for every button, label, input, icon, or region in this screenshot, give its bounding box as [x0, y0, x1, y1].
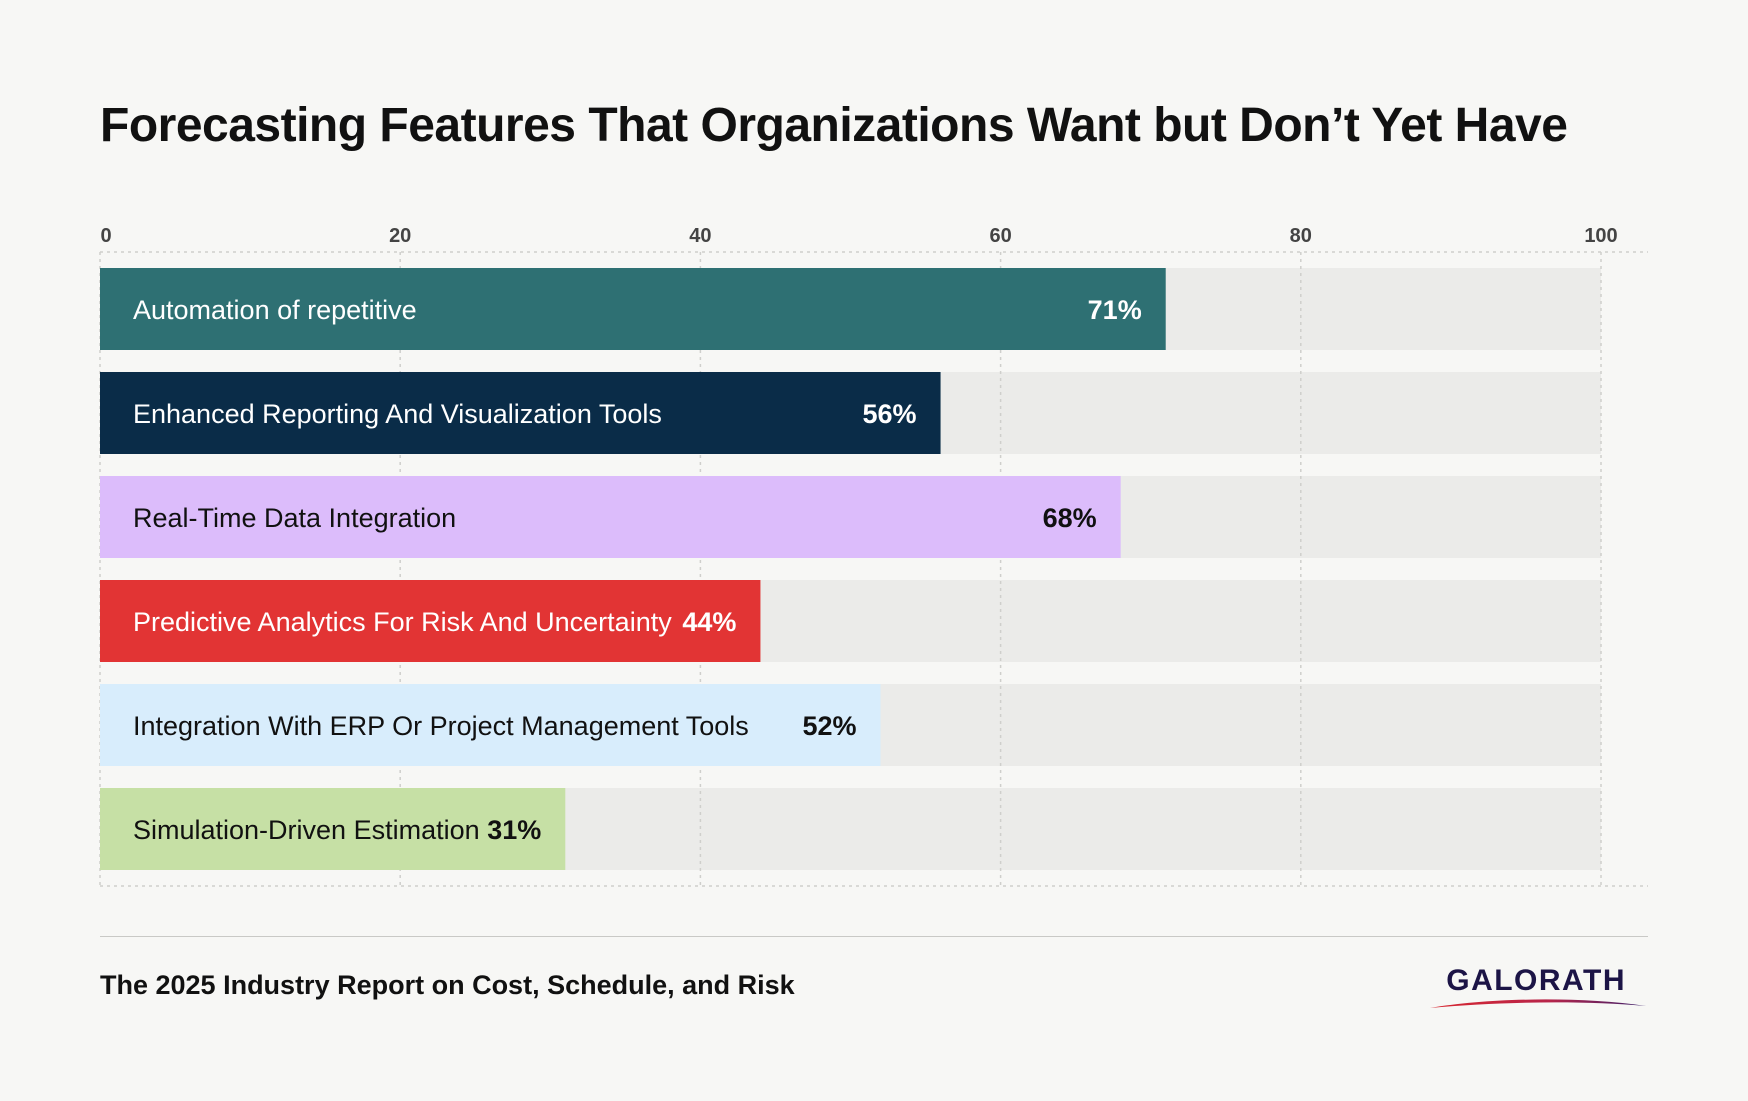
- x-tick-label: 80: [1290, 225, 1312, 247]
- bar-label: Simulation-Driven Estimation: [133, 815, 480, 845]
- x-tick-label: 100: [1584, 225, 1617, 247]
- bar-label: Predictive Analytics For Risk And Uncert…: [133, 607, 672, 637]
- bar: [100, 476, 1121, 558]
- footer-divider: [100, 936, 1648, 937]
- bar: [100, 372, 941, 454]
- bar-value-label: 31%: [487, 815, 541, 845]
- source-note: The 2025 Industry Report on Cost, Schedu…: [100, 970, 795, 1000]
- chart-title: Forecasting Features That Organizations …: [100, 99, 1568, 152]
- bar-label: Integration With ERP Or Project Manageme…: [133, 711, 749, 741]
- x-tick-label: 40: [689, 225, 711, 247]
- bar-chart: 0 20 40 60 80 100 Automation of repetitive 71% E…: [99, 225, 1648, 887]
- bar: [100, 580, 761, 662]
- bar-value-label: 52%: [802, 711, 856, 741]
- bar-label: Real-Time Data Integration: [133, 503, 456, 533]
- x-tick-label: 20: [389, 225, 411, 247]
- bar-value-label: 71%: [1088, 295, 1142, 325]
- galorath-logo: GALORATH: [1428, 964, 1648, 1010]
- bar: [100, 268, 1166, 350]
- bar-label: Automation of repetitive: [133, 295, 417, 325]
- x-tick-label: 60: [989, 225, 1011, 247]
- bar: [100, 684, 881, 766]
- bar-value-label: 68%: [1043, 503, 1097, 533]
- x-tick-label: 0: [100, 225, 111, 247]
- logo-swoosh-icon: [1430, 999, 1646, 1008]
- bar-value-label: 56%: [863, 399, 917, 429]
- bar-label: Enhanced Reporting And Visualization Too…: [133, 399, 662, 429]
- brand-wordmark: GALORATH: [1446, 964, 1626, 997]
- bar: [100, 788, 566, 870]
- bar-value-label: 44%: [682, 607, 736, 637]
